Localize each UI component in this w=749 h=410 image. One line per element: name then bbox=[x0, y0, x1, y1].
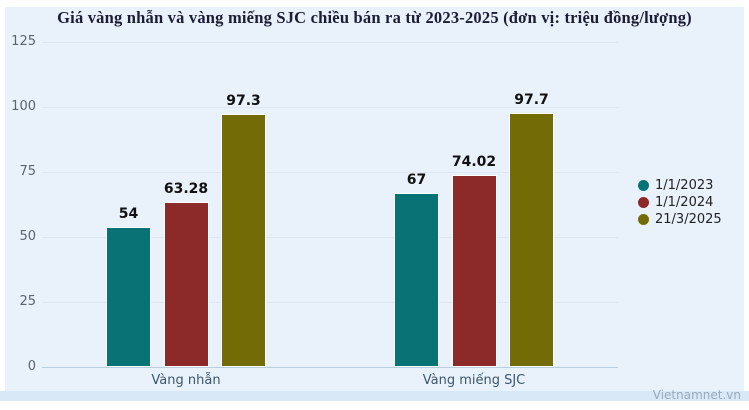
bar-21-3-2025-1[interactable] bbox=[221, 114, 266, 367]
bar-value-label: 97.3 bbox=[226, 93, 261, 110]
bar-21-3-2025-2[interactable] bbox=[509, 112, 554, 367]
x-axis-category-label: Vàng miếng SJC bbox=[422, 373, 526, 388]
y-axis-tick-label: 25 bbox=[19, 294, 36, 309]
bar-value-label: 67 bbox=[406, 171, 427, 188]
legend: 1/1/2023 1/1/2024 21/3/2025 bbox=[638, 177, 722, 228]
legend-item-21-3-2025[interactable]: 21/3/2025 bbox=[638, 211, 722, 228]
legend-dot-icon bbox=[638, 197, 649, 208]
bar-value-label: 97.7 bbox=[514, 91, 549, 108]
bar-1-1-2023-2[interactable] bbox=[394, 192, 439, 367]
bar-value-label: 74.02 bbox=[451, 153, 497, 170]
legend-item-label: 21/3/2025 bbox=[655, 212, 722, 227]
y-axis-tick-label: 50 bbox=[19, 229, 36, 244]
bar-1-1-2024-2[interactable] bbox=[451, 174, 497, 367]
x-axis-category-label: Vàng nhẫn bbox=[151, 373, 221, 388]
y-axis-tick-label: 0 bbox=[27, 359, 36, 374]
bar-1-1-2023-1[interactable] bbox=[106, 226, 151, 367]
legend-dot-icon bbox=[638, 214, 649, 225]
y-axis-tick-label: 100 bbox=[11, 99, 36, 114]
gridline bbox=[42, 301, 618, 303]
plot-area: 0 25 50 75 100 125 54 63.28 97.3 Vàng nhẫn 67 74.02… bbox=[11, 35, 618, 388]
legend-item-1-1-2023[interactable]: 1/1/2023 bbox=[638, 177, 722, 194]
legend-item-label: 1/1/2024 bbox=[655, 195, 714, 210]
legend-dot-icon bbox=[638, 180, 649, 191]
footer-band bbox=[0, 391, 749, 401]
bar-value-label: 54 bbox=[118, 205, 139, 222]
chart-title: Giá vàng nhẫn và vàng miếng SJC chiều bá… bbox=[57, 8, 692, 27]
x-axis-line bbox=[42, 366, 618, 368]
watermark: Vietnamnet.vn bbox=[652, 388, 741, 402]
legend-item-1-1-2024[interactable]: 1/1/2024 bbox=[638, 194, 722, 211]
y-axis-tick-label: 75 bbox=[19, 164, 36, 179]
gridline bbox=[42, 171, 618, 173]
gridline bbox=[42, 236, 618, 238]
gridline bbox=[42, 106, 618, 108]
legend-item-label: 1/1/2023 bbox=[655, 178, 714, 193]
bar-1-1-2024-1[interactable] bbox=[163, 202, 209, 367]
bar-value-label: 63.28 bbox=[163, 181, 209, 198]
gridline bbox=[42, 41, 618, 43]
y-axis-tick-label: 125 bbox=[11, 34, 36, 49]
